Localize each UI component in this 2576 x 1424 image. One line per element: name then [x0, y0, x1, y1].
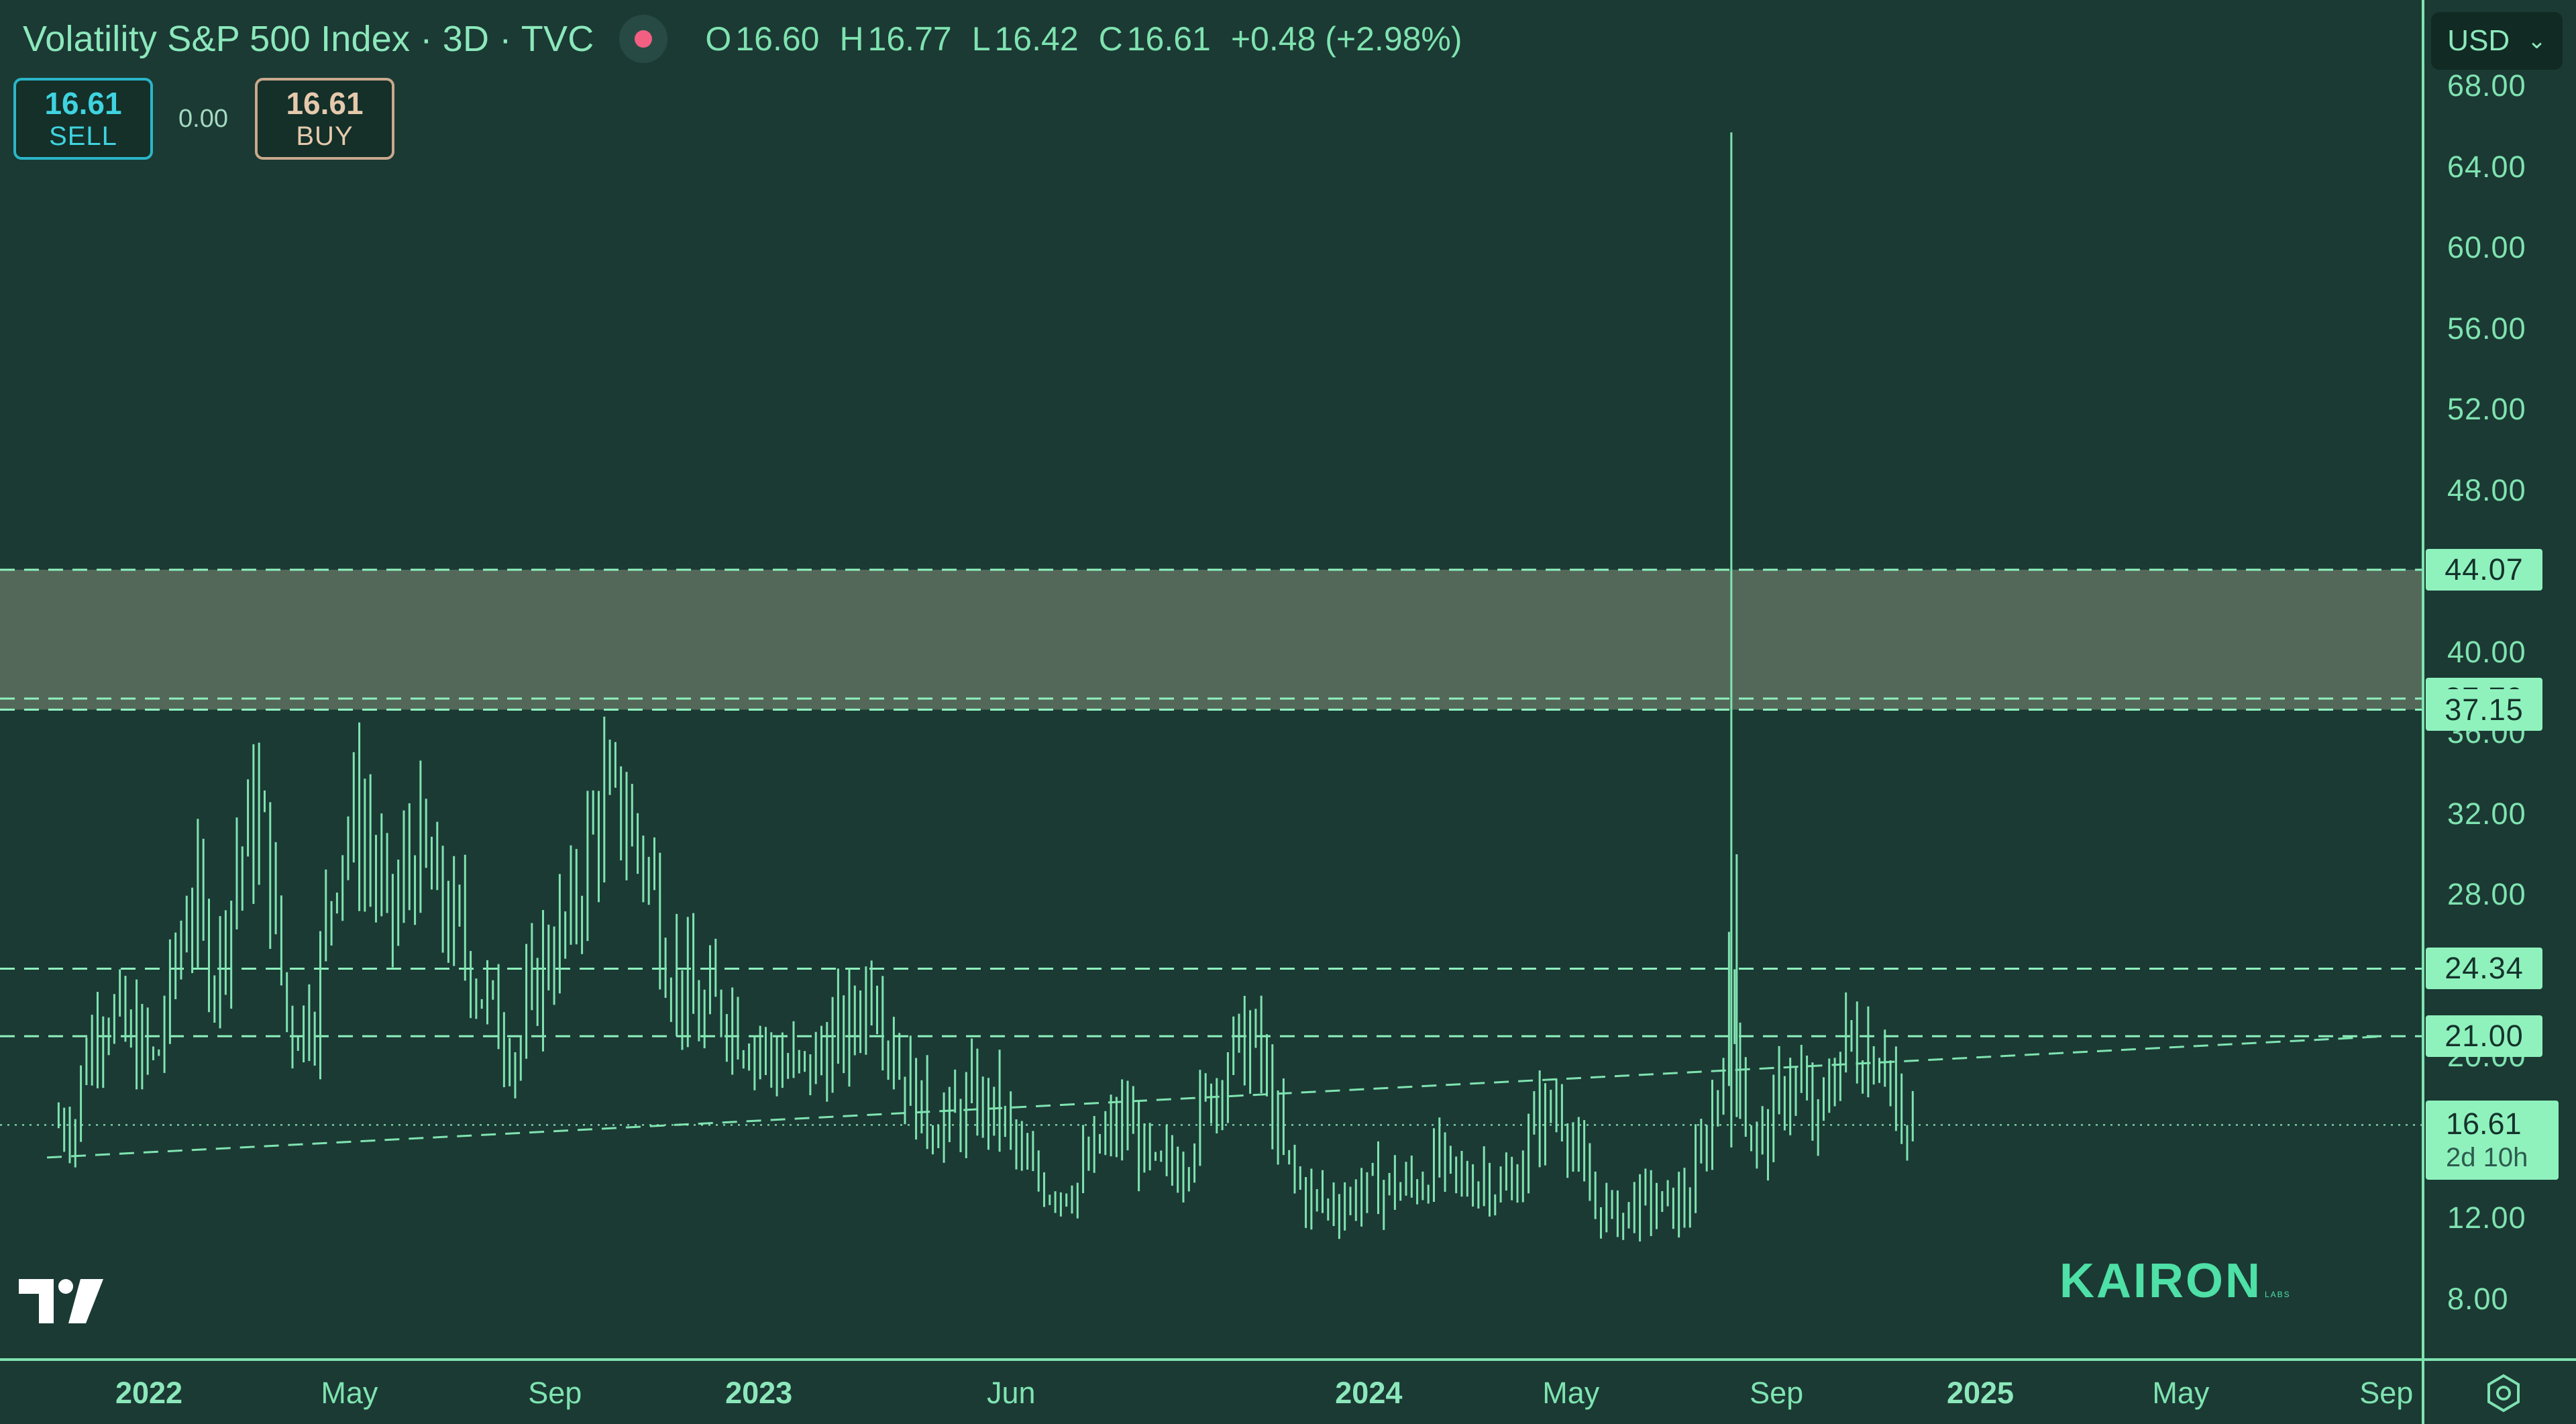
- gear-icon[interactable]: [2482, 1372, 2525, 1415]
- ohlc-open: O 16.60: [705, 20, 820, 58]
- price-scale-label: 48.00: [2447, 472, 2526, 507]
- tradingview-logo[interactable]: [19, 1275, 106, 1329]
- chevron-down-icon: ⌄: [2527, 28, 2546, 54]
- time-axis-year-label: 2022: [115, 1376, 183, 1410]
- spread-value: 0.00: [178, 105, 228, 133]
- price-scale-label: 68.00: [2447, 68, 2526, 103]
- resistance-zone: [0, 570, 2422, 710]
- currency-value: USD: [2447, 24, 2510, 57]
- ohlc-close: C 16.61: [1098, 20, 1211, 58]
- time-axis-month-label: May: [2152, 1376, 2210, 1410]
- price-scale-label: 28.00: [2447, 877, 2526, 912]
- ohlc-values: O 16.60 H 16.77 L 16.42 C 16.61 +0.48 (+2.98…: [705, 19, 1462, 58]
- price-chart[interactable]: [0, 0, 2422, 1358]
- price-scale-label: 40.00: [2447, 634, 2526, 669]
- time-axis-month-label: May: [321, 1376, 378, 1410]
- current-price-tag: 16.61 2d 10h: [2426, 1101, 2559, 1180]
- price-scale-label: 12.00: [2447, 1201, 2526, 1235]
- time-axis-month-label: Jun: [987, 1376, 1036, 1410]
- buy-label: BUY: [296, 121, 354, 151]
- price-scale-label: 60.00: [2447, 230, 2526, 265]
- price-scale-label: 32.00: [2447, 796, 2526, 831]
- time-axis-month-label: Sep: [528, 1376, 582, 1410]
- buy-button[interactable]: 16.61 BUY: [255, 78, 394, 160]
- ohlc-low: L 16.42: [971, 20, 1079, 58]
- level-price-tag: 24.34: [2426, 948, 2542, 990]
- time-axis-divider: [0, 1358, 2576, 1361]
- price-scale-label: 8.00: [2447, 1281, 2509, 1316]
- bar-countdown: 2d 10h: [2446, 1143, 2528, 1172]
- ohlc-high: H 16.77: [839, 20, 952, 58]
- time-axis-year-label: 2025: [1946, 1376, 2015, 1410]
- sell-button[interactable]: 16.61 SELL: [13, 78, 153, 160]
- kairon-watermark: KAIRON LABS: [2059, 1254, 2291, 1308]
- time-axis-month-label: Sep: [2359, 1376, 2414, 1410]
- time-axis-month-label: Sep: [1750, 1376, 1804, 1410]
- sell-label: SELL: [49, 121, 117, 151]
- currency-select[interactable]: USD ⌄: [2431, 12, 2563, 70]
- buy-price: 16.61: [286, 86, 364, 121]
- price-scale-label: 52.00: [2447, 392, 2526, 427]
- time-axis-year-label: 2023: [725, 1376, 793, 1410]
- level-price-tag: 44.07: [2426, 549, 2542, 591]
- symbol-title[interactable]: Volatility S&P 500 Index · 3D · TVC: [23, 19, 594, 59]
- sell-price: 16.61: [44, 86, 122, 121]
- live-status[interactable]: [619, 15, 668, 63]
- live-dot-icon: [635, 30, 653, 48]
- current-price: 16.61: [2446, 1107, 2522, 1141]
- time-axis-month-label: May: [1542, 1376, 1600, 1410]
- ohlc-change: +0.48 (+2.98%): [1230, 20, 1462, 58]
- level-price-tag: 37.15: [2426, 689, 2542, 731]
- price-scale-label: 56.00: [2447, 311, 2526, 346]
- chart-header: Volatility S&P 500 Index · 3D · TVC O 16.…: [0, 12, 1462, 66]
- price-scale-divider: [2422, 0, 2424, 1424]
- level-price-tag: 21.00: [2426, 1015, 2542, 1058]
- time-axis-year-label: 2024: [1335, 1376, 1403, 1410]
- price-scale-label: 64.00: [2447, 149, 2526, 184]
